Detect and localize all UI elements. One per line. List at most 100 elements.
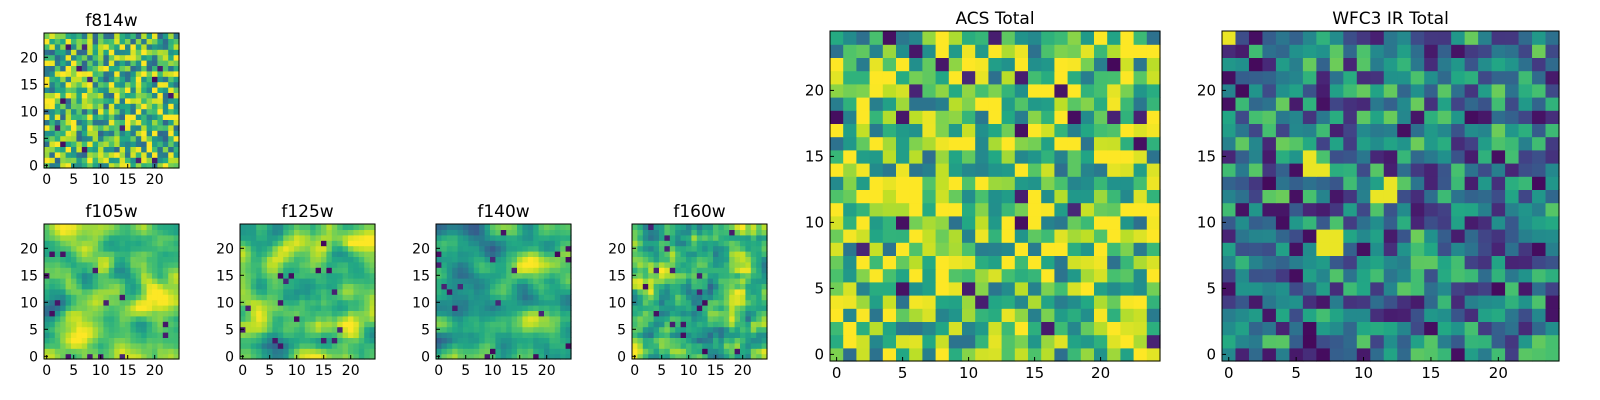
heatmap-cell <box>1356 308 1371 322</box>
heatmap-cell <box>659 348 665 355</box>
heatmap-cell <box>554 353 561 360</box>
heatmap-cell <box>103 267 110 274</box>
heatmap-cell <box>830 268 844 283</box>
heatmap-cell <box>1001 110 1016 124</box>
heatmap-cell <box>750 261 757 268</box>
heatmap-cell <box>256 326 263 333</box>
heatmap-cell <box>522 332 529 338</box>
heatmap-cell <box>261 283 268 290</box>
heatmap-cell <box>245 326 252 333</box>
heatmap-cell <box>1437 110 1452 124</box>
heatmap-cell <box>1545 176 1560 190</box>
heatmap-cell <box>60 353 67 360</box>
heatmap-cell <box>1080 268 1095 283</box>
heatmap-cell <box>761 299 768 306</box>
heatmap-cell <box>1397 295 1412 309</box>
heatmap-cell <box>1054 308 1069 322</box>
heatmap-cell <box>135 251 142 257</box>
heatmap-cell <box>146 114 153 120</box>
heatmap-cell <box>1001 268 1016 283</box>
heatmap-cell <box>869 57 884 72</box>
heatmap-cell <box>922 295 937 309</box>
heatmap-cell <box>1262 321 1277 336</box>
heatmap-cell <box>675 348 682 355</box>
heatmap-cell <box>168 141 175 147</box>
heatmap-cell <box>729 267 736 274</box>
heatmap-cell <box>119 60 126 66</box>
heatmap-cell <box>1491 347 1506 362</box>
heatmap-cell <box>44 92 50 99</box>
heatmap-cell <box>446 337 453 344</box>
heatmap-cell <box>81 141 88 147</box>
heatmap-cell <box>76 283 83 290</box>
heatmap-cell <box>315 256 322 263</box>
heatmap-cell <box>71 141 77 147</box>
heatmap-cell <box>267 321 273 328</box>
heatmap-cell <box>135 278 142 284</box>
heatmap-cell <box>948 255 963 270</box>
heatmap-cell <box>130 348 137 355</box>
heatmap-cell <box>473 348 480 355</box>
heatmap-cell <box>549 224 556 230</box>
heatmap-cell <box>348 315 354 322</box>
heatmap-cell <box>637 278 644 284</box>
heatmap-cell <box>1275 189 1290 204</box>
heatmap-cell <box>294 299 300 306</box>
heatmap-cell <box>1107 97 1121 111</box>
heatmap-cell <box>1478 308 1493 322</box>
heatmap-cell <box>1329 295 1344 309</box>
heatmap-cell <box>1146 229 1161 243</box>
heatmap-cell <box>267 342 273 349</box>
heatmap-cell <box>761 337 768 344</box>
heatmap-cell <box>114 146 121 153</box>
heatmap-cell <box>294 240 300 247</box>
heatmap-cell <box>830 202 844 217</box>
heatmap-cell <box>533 234 540 241</box>
heatmap-cell <box>76 65 83 72</box>
heatmap-cell <box>1054 31 1069 45</box>
heatmap-cell <box>686 305 692 311</box>
heatmap-cell <box>948 347 963 362</box>
heatmap-cell <box>49 124 56 131</box>
heatmap-cell <box>130 124 137 131</box>
heatmap-cell <box>157 342 164 349</box>
heatmap-cell <box>65 353 72 360</box>
heatmap-cell <box>675 321 682 328</box>
heatmap-cell <box>1464 347 1479 362</box>
heatmap-cell <box>1383 57 1398 72</box>
heatmap-cell <box>869 163 884 177</box>
heatmap-cell <box>108 326 115 333</box>
heatmap-cell <box>1316 295 1331 309</box>
heatmap-cell <box>1478 321 1493 336</box>
heatmap-cell <box>114 87 121 93</box>
heatmap-cell <box>1343 321 1358 336</box>
heatmap-cell <box>565 278 572 284</box>
heatmap-cell <box>632 234 638 241</box>
heatmap-cell <box>1146 308 1161 322</box>
heatmap-cell <box>1028 215 1042 230</box>
heatmap-cell <box>565 348 572 355</box>
heatmap-cell <box>750 337 757 344</box>
heatmap-cell <box>935 334 950 349</box>
heatmap-cell <box>1133 347 1148 362</box>
heatmap-cell <box>565 272 572 279</box>
heatmap-cell <box>119 315 126 322</box>
heatmap-cell <box>1397 281 1412 296</box>
heatmap-cell <box>686 310 692 317</box>
heatmap-cell <box>1518 70 1533 85</box>
heatmap-cell <box>1014 268 1029 283</box>
heatmap-cell <box>87 124 94 131</box>
heatmap-cell <box>734 278 741 284</box>
heatmap-cell <box>734 337 741 344</box>
heatmap-cell <box>473 321 480 328</box>
heatmap-cell <box>506 321 513 328</box>
heatmap-cell <box>675 337 682 344</box>
heatmap-cell <box>637 326 644 333</box>
heatmap-cell <box>1424 83 1439 98</box>
heatmap-cell <box>1001 44 1016 58</box>
heatmap-cell <box>152 38 158 45</box>
heatmap-cell <box>527 321 534 328</box>
heatmap-cell <box>250 272 257 279</box>
heatmap-cell <box>843 268 857 283</box>
